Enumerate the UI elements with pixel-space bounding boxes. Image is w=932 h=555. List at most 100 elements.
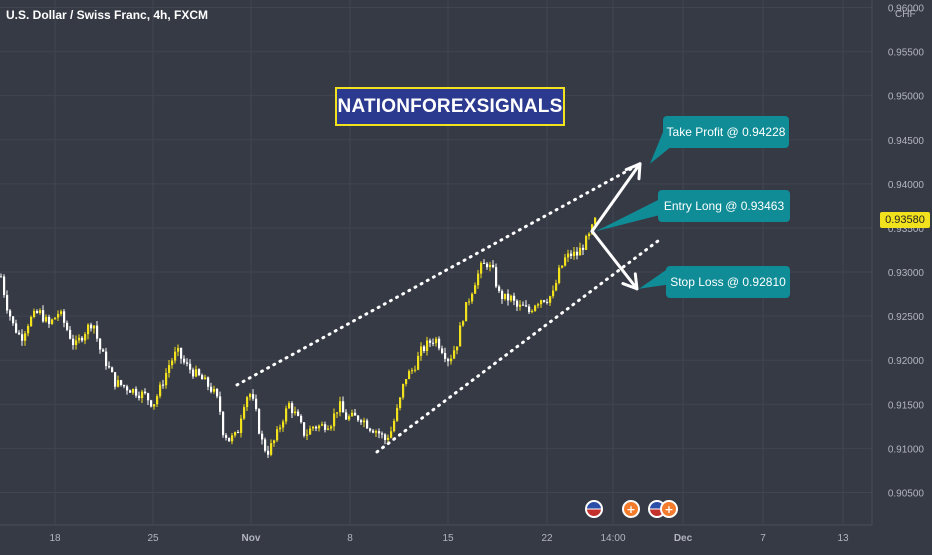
candle-body [507, 293, 510, 301]
price-tick-label: 0.95000 [888, 92, 925, 103]
candle [558, 264, 561, 285]
candle-body [351, 412, 354, 417]
us-flag-icon[interactable] [585, 500, 603, 518]
candle [132, 388, 135, 395]
candle [570, 250, 573, 259]
candle [582, 244, 585, 256]
candle-body [378, 431, 381, 434]
time-axis[interactable]: 18 25 Nov 8 15 22 14:00 Dec 7 13 [0, 524, 872, 544]
candle [447, 357, 450, 367]
stop-loss-callout[interactable]: Stop Loss @ 0.92810 [666, 266, 790, 298]
candle [393, 418, 396, 433]
price-axis[interactable]: 0.96000 0.95500 0.95000 0.94500 0.94000 0.935… [871, 0, 932, 550]
stop-loss-arrow-shaft [590, 229, 639, 291]
candle-body [6, 295, 9, 311]
candle-body [36, 310, 39, 313]
candle [324, 421, 327, 433]
candle [594, 217, 597, 226]
candle-body [213, 388, 216, 392]
candle [453, 345, 456, 360]
candle [33, 308, 36, 319]
candle [276, 425, 279, 443]
stop-loss-arrow [590, 229, 639, 291]
candle-body [429, 340, 432, 343]
candle [513, 292, 516, 306]
candle [87, 323, 90, 340]
entry-callout[interactable]: Entry Long @ 0.93463 [658, 190, 790, 222]
candle [402, 383, 405, 400]
candle [516, 299, 519, 311]
take-profit-callout[interactable]: Take Profit @ 0.94228 [663, 116, 789, 148]
candle-body [45, 316, 48, 322]
time-tick-label: 22 [541, 533, 553, 544]
candle [21, 329, 24, 346]
candle [333, 408, 336, 431]
candle [102, 348, 105, 352]
candle [351, 409, 354, 417]
candle-body [570, 253, 573, 256]
candle-body [321, 424, 324, 426]
candle [459, 321, 462, 347]
stop-loss-label: Stop Loss @ 0.92810 [670, 275, 786, 289]
event-plus-icon[interactable]: + [622, 500, 640, 518]
candle-body [192, 369, 195, 377]
candle [108, 361, 111, 369]
candle-body [273, 440, 276, 444]
stop-loss-arrow-head [621, 272, 639, 291]
candle-body [546, 301, 549, 303]
candle-body [255, 398, 258, 410]
candle-body [576, 251, 579, 256]
candle-body [21, 334, 24, 341]
event-plus-icon[interactable]: + [660, 500, 678, 518]
candle-body [279, 427, 282, 430]
candle-body [393, 420, 396, 432]
candle [180, 347, 183, 364]
candle [399, 396, 402, 411]
candle-body [180, 347, 183, 359]
candle [387, 434, 390, 443]
candle-body [504, 293, 507, 299]
candle-body [450, 358, 453, 362]
candle-body [117, 380, 120, 387]
price-tick-label: 0.90500 [888, 489, 925, 500]
candle-body [561, 265, 564, 268]
price-tick-label: 0.91500 [888, 400, 925, 411]
last-price-label: 0.93580 [880, 212, 930, 228]
candle-body [129, 390, 132, 393]
stop-loss-pointer [639, 270, 672, 289]
candle-body [168, 365, 171, 373]
candle [321, 421, 324, 427]
candle-body [555, 283, 558, 291]
candle-body [99, 338, 102, 350]
candle [360, 418, 363, 425]
candle [531, 309, 534, 314]
time-tick-label: 14:00 [600, 533, 625, 544]
candle-body [315, 426, 318, 429]
candle [204, 374, 207, 380]
candle-body [594, 217, 597, 225]
candle [231, 432, 234, 445]
candle-body [549, 296, 552, 303]
candle [201, 373, 204, 380]
candle-body [219, 396, 222, 412]
candle [111, 366, 114, 373]
price-tick-label: 0.92000 [888, 356, 925, 367]
candle-body [51, 319, 54, 324]
candle [12, 316, 15, 326]
candle [477, 269, 480, 289]
candle [498, 284, 501, 294]
candle-body [93, 325, 96, 329]
candle-body [432, 342, 435, 344]
candle [384, 433, 387, 445]
price-tick-label: 0.95500 [888, 48, 925, 59]
candle [243, 404, 246, 421]
candle [555, 279, 558, 292]
candle [99, 337, 102, 354]
candle-body [9, 310, 12, 317]
candle-body [201, 375, 204, 380]
candle [15, 319, 18, 334]
candle [36, 309, 39, 314]
candle [549, 295, 552, 306]
